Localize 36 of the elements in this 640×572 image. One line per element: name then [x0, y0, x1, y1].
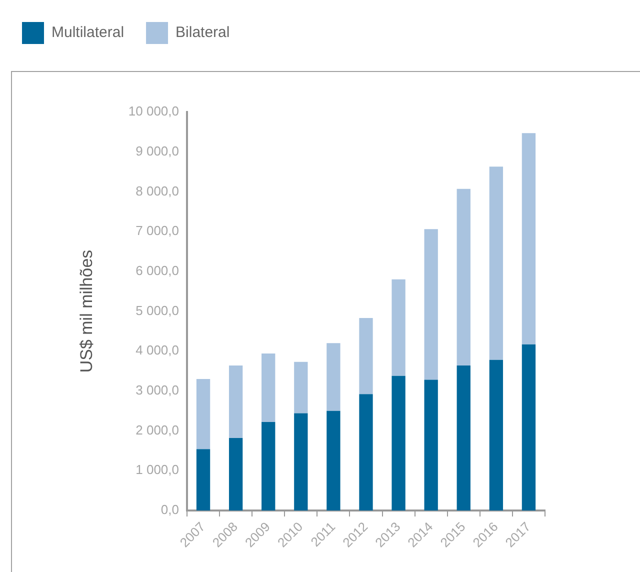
bar: [196, 449, 210, 511]
bar: [326, 343, 340, 411]
bar: [424, 380, 438, 511]
bar: [522, 133, 536, 344]
y-tick-label: 8 000,0: [136, 183, 179, 198]
legend-label: Bilateral: [176, 24, 230, 42]
y-tick-label: 10 000,0: [128, 104, 179, 119]
bar: [456, 188, 470, 366]
bar: [392, 376, 406, 511]
bar: [489, 166, 504, 360]
bar: [456, 365, 470, 511]
y-tick-label: 5 000,0: [136, 302, 179, 318]
bar: [196, 379, 210, 450]
bar: [359, 318, 373, 394]
bar: [424, 229, 438, 380]
y-tick-label: 1 000,0: [136, 462, 179, 478]
y-tick-label: 2 000,0: [136, 422, 179, 438]
y-tick-label: 6 000,0: [136, 262, 179, 278]
y-tick-label: 9 000,0: [136, 143, 179, 158]
y-axis-title: US$ mil milhões: [76, 250, 96, 373]
y-tick-label: 4 000,0: [136, 342, 179, 358]
bar: [294, 362, 308, 414]
y-tick-label: 7 000,0: [136, 223, 179, 238]
bar: [359, 394, 373, 511]
y-tick-label: 3 000,0: [136, 382, 179, 398]
bar: [489, 360, 504, 511]
bar: [326, 410, 340, 511]
bar: [262, 354, 276, 422]
legend-label: Multilateral: [52, 24, 124, 42]
bar: [262, 422, 276, 511]
bar: [228, 365, 243, 438]
bar: [228, 438, 243, 511]
y-tick-label: 0,0: [160, 502, 179, 518]
bar: [392, 279, 406, 376]
bar: [522, 344, 536, 511]
bar: [294, 413, 308, 511]
